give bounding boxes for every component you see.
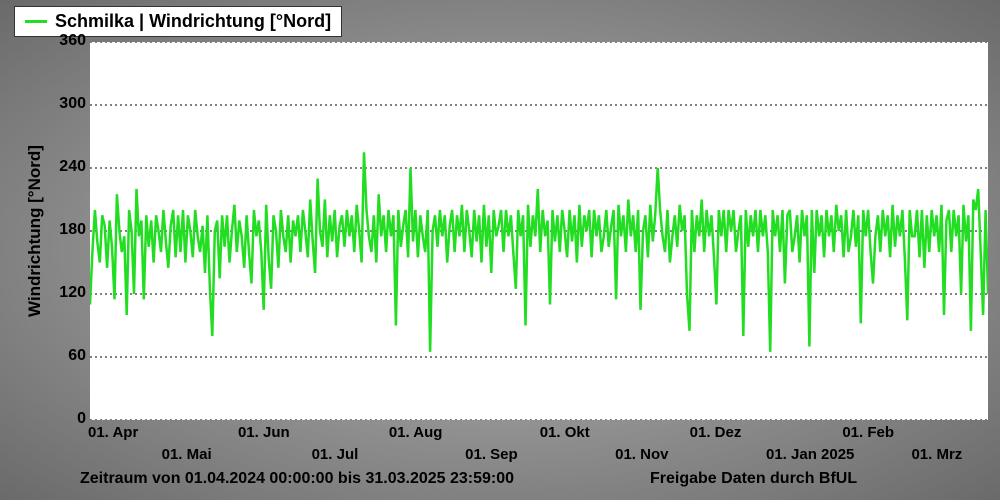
x-tick-label: 01. Nov xyxy=(615,446,668,463)
x-tick-label: 01. Jun xyxy=(238,424,290,441)
y-axis-label: Windrichtung [°Nord] xyxy=(25,131,45,331)
y-tick-label: 240 xyxy=(46,158,86,176)
x-tick-label: 01. Aug xyxy=(389,424,443,441)
x-tick-label: 01. Apr xyxy=(88,424,138,441)
x-tick-label: 01. Feb xyxy=(842,424,894,441)
x-tick-label: 01. Sep xyxy=(465,446,518,463)
x-tick-label: 01. Jul xyxy=(312,446,359,463)
y-tick-label: 120 xyxy=(46,284,86,302)
y-tick-label: 360 xyxy=(46,32,86,50)
y-tick-label: 0 xyxy=(46,410,86,428)
series-svg xyxy=(90,42,988,420)
x-tick-label: 01. Mrz xyxy=(911,446,962,463)
y-tick-label: 300 xyxy=(46,95,86,113)
y-tick-label: 180 xyxy=(46,221,86,239)
x-tick-label: 01. Dez xyxy=(690,424,742,441)
chart-title: Schmilka | Windrichtung [°Nord] xyxy=(55,11,331,32)
x-tick-label: 01. Mai xyxy=(162,446,212,463)
plot-area xyxy=(90,42,988,420)
x-tick-label: 01. Okt xyxy=(540,424,590,441)
footer-right: Freigabe Daten durch BfUL xyxy=(650,470,857,488)
x-tick-label: 01. Jan 2025 xyxy=(766,446,854,463)
legend-line xyxy=(25,20,47,23)
y-tick-label: 60 xyxy=(46,347,86,365)
footer-left: Zeitraum von 01.04.2024 00:00:00 bis 31.… xyxy=(80,470,514,488)
